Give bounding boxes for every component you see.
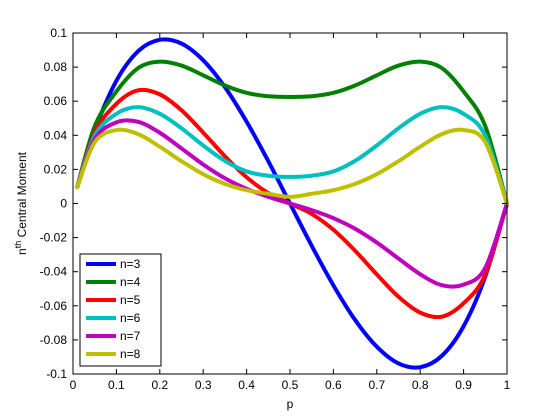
x-tick-label: 0.9 xyxy=(455,378,472,392)
y-tick-label: -0.08 xyxy=(40,333,68,347)
legend: n=3 n=4 n=5 n=6 n=7 n=8 xyxy=(79,253,162,367)
series-line-n-6 xyxy=(75,105,509,206)
y-tick-label: 0.06 xyxy=(44,94,68,108)
legend-label-n-3: n=3 xyxy=(120,257,141,271)
legend-label-n-4: n=4 xyxy=(120,275,141,289)
y-tick-label: 0 xyxy=(60,197,67,211)
series-line-n-7 xyxy=(75,118,509,289)
x-tick-label: 0.4 xyxy=(238,378,255,392)
legend-label-n-8: n=8 xyxy=(120,347,141,361)
legend-label-n-7: n=7 xyxy=(120,329,141,343)
x-tick-label: 1 xyxy=(504,378,511,392)
x-tick-label: 0.5 xyxy=(282,378,299,392)
y-axis-label-rest: Central Moment xyxy=(15,151,29,240)
legend-label-n-5: n=5 xyxy=(120,293,141,307)
legend-box xyxy=(79,253,162,367)
x-axis-label: p xyxy=(287,397,294,411)
x-tick-label: 0 xyxy=(70,378,77,392)
y-axis-label-n: n xyxy=(15,248,29,255)
x-tick-label: 0.8 xyxy=(412,378,429,392)
y-axis-label-sup: th xyxy=(13,241,23,249)
legend-label-n-6: n=6 xyxy=(120,311,141,325)
y-tick-label: -0.06 xyxy=(40,299,68,313)
series-line-n-8 xyxy=(75,127,509,206)
series-layer xyxy=(75,37,509,370)
x-tick-label: 0.2 xyxy=(151,378,168,392)
y-tick-label: -0.1 xyxy=(46,367,67,381)
x-tick-label: 0.6 xyxy=(325,378,342,392)
y-tick-label: 0.08 xyxy=(44,60,68,74)
y-tick-label: 0.04 xyxy=(44,128,68,142)
y-tick-label: -0.02 xyxy=(40,231,68,245)
x-tick-label: 0.3 xyxy=(195,378,212,392)
series-line-n-4 xyxy=(75,59,509,206)
y-tick-label: -0.04 xyxy=(40,265,68,279)
x-tick-label: 0.7 xyxy=(368,378,385,392)
y-tick-label: 0.02 xyxy=(44,162,68,176)
x-tick-label: 0.1 xyxy=(108,378,125,392)
y-tick-label: 0.1 xyxy=(50,26,67,40)
y-axis-label: nth Central Moment xyxy=(13,151,29,255)
ticks-layer: 0 0.1 0.2 0.3 0.4 0.5 0.6 0.7 0.8 0.9 1 -0.1 -0.08 -0… xyxy=(40,26,511,392)
